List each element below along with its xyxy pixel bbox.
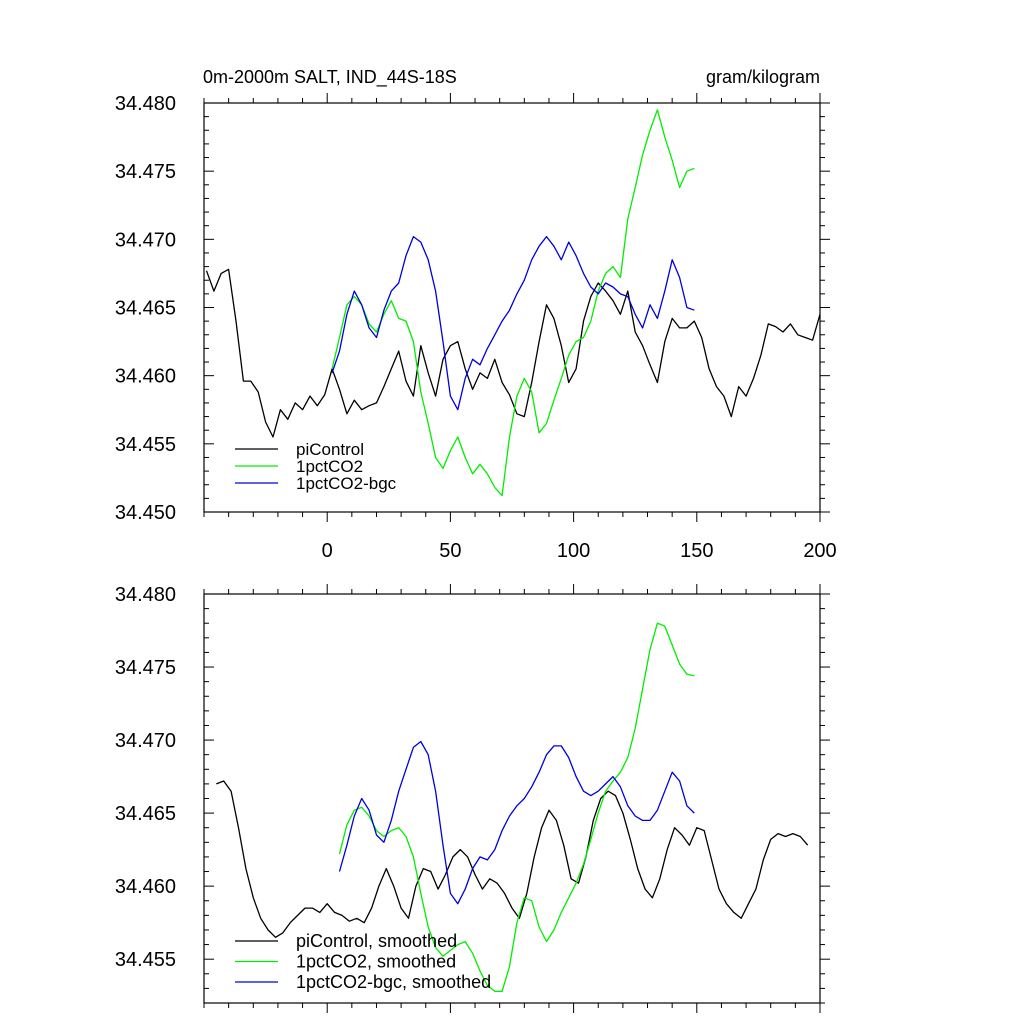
axis-ticks	[203, 584, 830, 1013]
y-tick-label: 34.455	[115, 949, 176, 971]
series-line-1pctco2-bgc	[331, 235, 695, 411]
y-tick-label: 34.465	[115, 803, 176, 825]
plot-area	[216, 622, 809, 992]
series-line-1pctco2-bgc-smoothed	[338, 740, 695, 905]
legend-label: piControl, smoothed	[296, 931, 457, 951]
x-tick-label: 200	[803, 540, 836, 562]
y-tick-label: 34.480	[115, 93, 176, 115]
axis-ticks	[203, 93, 830, 522]
x-tick-label: 100	[557, 540, 590, 562]
tick-labels: 34.455 34.460 34.465 34.470 34.475 34.480	[115, 584, 176, 971]
y-tick-label: 34.475	[115, 657, 176, 679]
legend-label: piControl	[296, 440, 364, 459]
y-tick-label: 34.460	[115, 876, 176, 898]
x-tick-label: 0	[322, 540, 333, 562]
y-tick-label: 34.470	[115, 730, 176, 752]
series-line-1pctco2-smoothed	[338, 622, 695, 992]
y-tick-label: 34.450	[115, 502, 176, 524]
y-tick-label: 34.470	[115, 229, 176, 251]
series-line-picontrol	[205, 268, 820, 438]
series-line-picontrol-smoothed	[216, 780, 809, 938]
legend-label: 1pctCO2-bgc	[296, 474, 397, 493]
x-tick-label: 50	[439, 540, 461, 562]
y-tick-label: 34.475	[115, 161, 176, 183]
y-tick-label: 34.455	[115, 434, 176, 456]
chart-title: 0m-2000m SALT, IND_44S-18S	[203, 67, 457, 88]
y-tick-label: 34.480	[115, 584, 176, 606]
legend-label: 1pctCO2, smoothed	[296, 952, 456, 972]
legend-label: 1pctCO2-bgc, smoothed	[296, 972, 491, 992]
series-line-1pctco2	[331, 109, 695, 497]
plot-area	[205, 109, 820, 497]
smoothed-salinity-panel: 34.455 34.460 34.465 34.470 34.475 34.480 piC…	[115, 584, 830, 1013]
tick-labels: 34.450 34.455 34.460 34.465 34.470 34.475 34.4…	[115, 93, 837, 562]
units-label: gram/kilogram	[706, 67, 820, 87]
raw-salinity-panel: 0m-2000m SALT, IND_44S-18S gram/kilogram…	[115, 67, 837, 562]
y-tick-label: 34.465	[115, 298, 176, 320]
legend-label: 1pctCO2	[296, 457, 363, 476]
x-tick-label: 150	[680, 540, 713, 562]
y-tick-label: 34.460	[115, 366, 176, 388]
